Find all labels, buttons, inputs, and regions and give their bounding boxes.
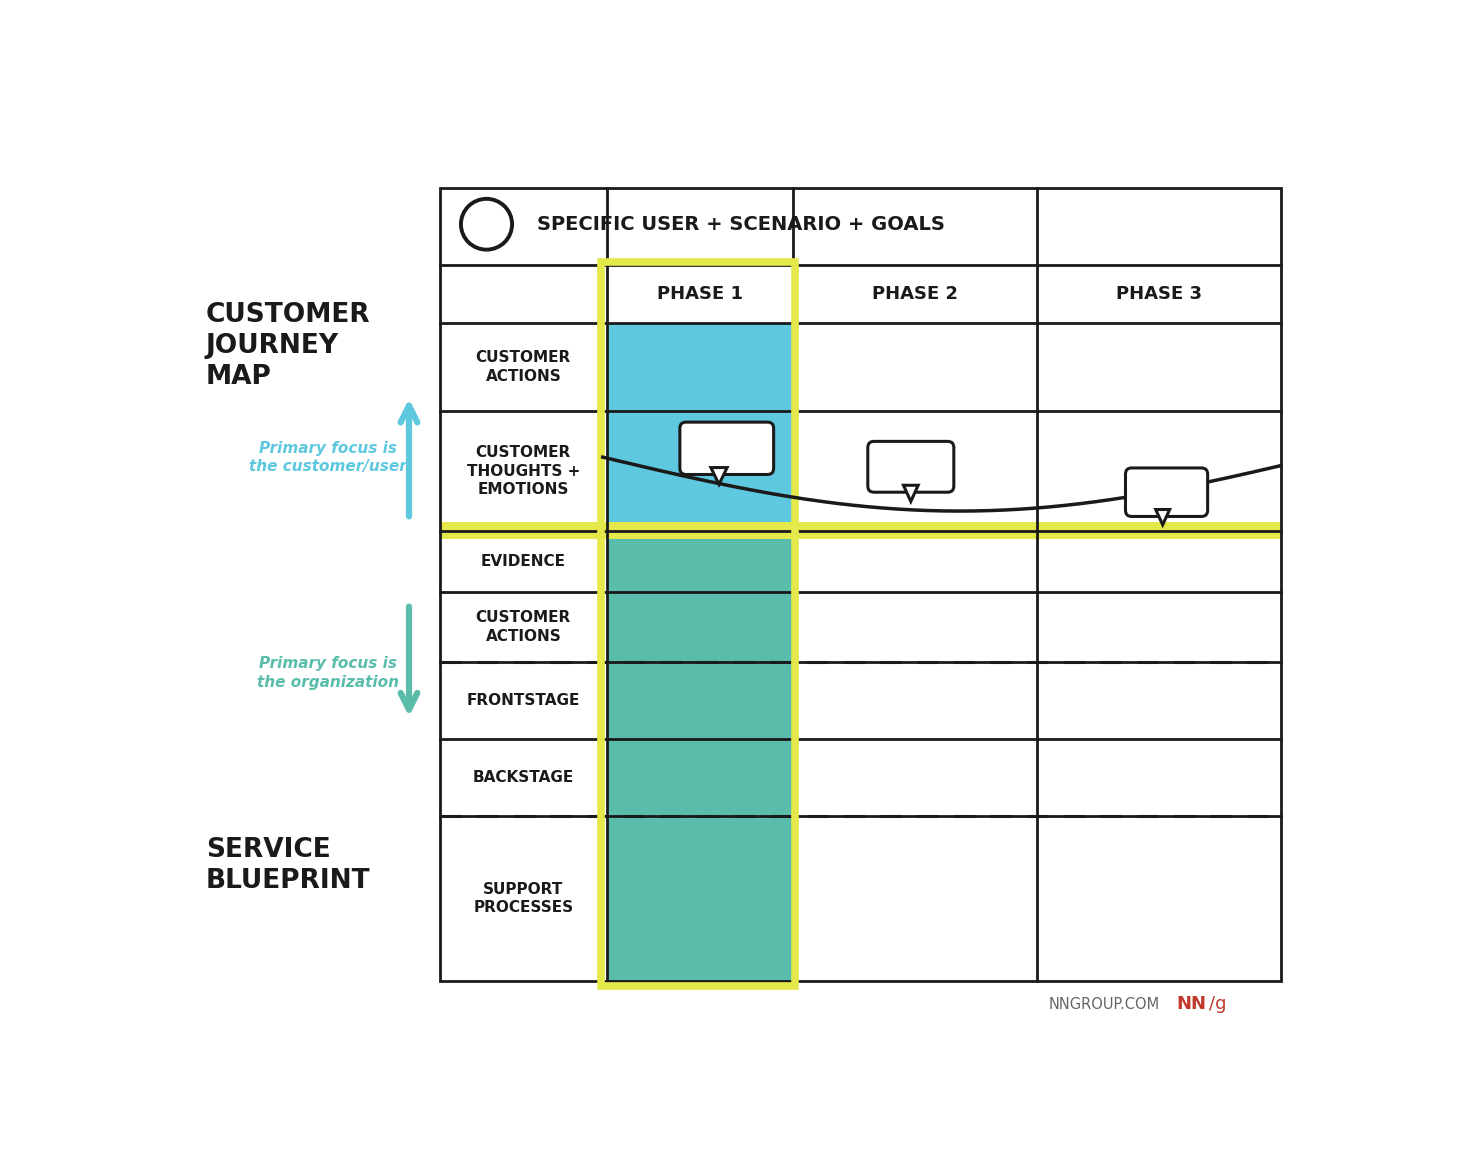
Text: NNGROUP.COM: NNGROUP.COM bbox=[1048, 997, 1160, 1012]
Bar bbox=[601, 262, 794, 986]
Bar bbox=[607, 530, 793, 981]
Text: PHASE 1: PHASE 1 bbox=[656, 285, 743, 302]
Polygon shape bbox=[1156, 509, 1170, 524]
Bar bbox=[607, 323, 793, 530]
FancyBboxPatch shape bbox=[868, 442, 954, 492]
Text: Primary focus is
the customer/user: Primary focus is the customer/user bbox=[249, 440, 407, 474]
Bar bbox=[441, 522, 1281, 539]
Text: CUSTOMER
JOURNEY
MAP: CUSTOMER JOURNEY MAP bbox=[206, 302, 370, 390]
Text: PHASE 2: PHASE 2 bbox=[871, 285, 958, 302]
Bar bbox=[441, 189, 1281, 981]
Polygon shape bbox=[904, 485, 918, 501]
Text: FRONTSTAGE: FRONTSTAGE bbox=[467, 692, 579, 707]
Polygon shape bbox=[710, 468, 727, 484]
Text: BACKSTAGE: BACKSTAGE bbox=[473, 769, 573, 784]
Text: SPECIFIC USER + SCENARIO + GOALS: SPECIFIC USER + SCENARIO + GOALS bbox=[537, 215, 945, 233]
FancyBboxPatch shape bbox=[680, 422, 774, 475]
Text: /g: /g bbox=[1209, 995, 1226, 1013]
Text: SUPPORT
PROCESSES: SUPPORT PROCESSES bbox=[473, 882, 573, 915]
FancyBboxPatch shape bbox=[1126, 468, 1207, 516]
Text: CUSTOMER
ACTIONS: CUSTOMER ACTIONS bbox=[476, 611, 570, 644]
Text: PHASE 3: PHASE 3 bbox=[1116, 285, 1201, 302]
Text: Primary focus is
the organization: Primary focus is the organization bbox=[256, 657, 398, 690]
Text: CUSTOMER
THOUGHTS +
EMOTIONS: CUSTOMER THOUGHTS + EMOTIONS bbox=[467, 445, 579, 497]
Text: CUSTOMER
ACTIONS: CUSTOMER ACTIONS bbox=[476, 351, 570, 384]
Text: SERVICE
BLUEPRINT: SERVICE BLUEPRINT bbox=[206, 837, 370, 895]
Text: NN: NN bbox=[1176, 995, 1206, 1013]
Text: EVIDENCE: EVIDENCE bbox=[481, 554, 566, 569]
